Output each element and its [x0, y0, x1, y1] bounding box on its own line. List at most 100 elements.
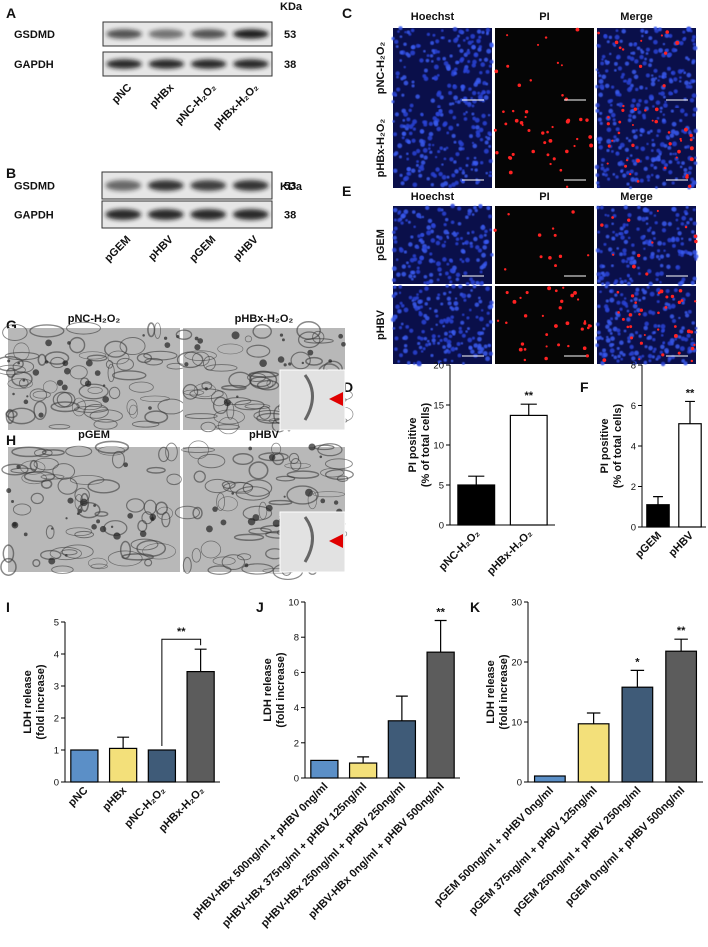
lane-label: pNC-H₂O₂: [173, 82, 219, 128]
nucleus: [440, 36, 444, 40]
pi-cell: [525, 290, 529, 295]
nucleus: [600, 61, 605, 66]
em-texture: [305, 356, 324, 366]
pi-cell: [678, 288, 683, 293]
nucleus: [650, 251, 655, 256]
nucleus: [485, 286, 490, 292]
nucleus: [689, 349, 693, 353]
y-tick-label: 0: [517, 778, 522, 789]
em-texture: [130, 538, 159, 551]
nucleus: [685, 84, 690, 89]
nucleus: [489, 170, 492, 174]
em-texture: [7, 378, 34, 390]
em-granule: [164, 342, 171, 348]
pi-cell: [617, 131, 621, 135]
nucleus: [445, 348, 449, 352]
nucleus: [634, 59, 639, 64]
nucleus: [417, 234, 421, 238]
nucleus: [403, 80, 409, 86]
micrograph-bg: [393, 286, 492, 364]
nucleus: [452, 27, 458, 32]
error-bar: [468, 475, 485, 485]
nucleus: [477, 94, 483, 100]
nucleus: [453, 301, 459, 306]
nucleus: [662, 113, 666, 116]
nucleus: [400, 221, 404, 225]
nucleus: [423, 155, 428, 160]
nucleus: [462, 39, 466, 42]
nucleus: [643, 256, 647, 261]
micrograph-bg: [495, 28, 594, 108]
pi-cell: [687, 184, 692, 189]
nucleus: [418, 173, 423, 178]
nucleus: [623, 279, 628, 283]
nucleus: [465, 36, 469, 40]
nucleus: [409, 103, 414, 108]
bar: [577, 723, 610, 783]
nucleus: [391, 100, 395, 104]
nucleus: [613, 135, 617, 139]
nucleus: [611, 208, 615, 212]
nucleus: [694, 257, 698, 261]
nucleus: [427, 147, 431, 151]
em-granule: [50, 527, 54, 530]
pi-cell: [689, 157, 694, 162]
pi-cell: [565, 149, 569, 154]
nucleus: [393, 240, 398, 244]
nucleus: [403, 250, 408, 254]
nucleus: [656, 128, 661, 133]
blot-band: [148, 29, 185, 39]
nucleus: [598, 92, 603, 98]
nucleus: [415, 43, 420, 48]
nucleus: [465, 330, 468, 333]
nucleus: [679, 165, 683, 169]
nucleus: [632, 114, 637, 119]
pi-cell: [670, 294, 675, 299]
nucleus: [595, 181, 600, 185]
nucleus: [626, 264, 630, 268]
nucleus: [444, 217, 449, 222]
nucleus: [422, 347, 426, 351]
nucleus: [599, 121, 603, 125]
nucleus: [674, 130, 680, 136]
em-texture: [166, 473, 182, 486]
em-texture: [33, 400, 47, 421]
nucleus: [465, 28, 469, 32]
arrowhead: [329, 392, 343, 406]
nucleus: [472, 126, 476, 130]
unit-label: KDa: [280, 1, 303, 13]
nucleus: [443, 147, 447, 151]
em-granule: [283, 363, 287, 367]
nucleus: [485, 32, 489, 36]
nucleus: [451, 102, 455, 106]
nucleus: [453, 95, 459, 101]
significance: *: [635, 656, 640, 668]
nucleus: [393, 132, 398, 137]
nucleus: [448, 90, 453, 95]
em-granule: [184, 362, 189, 367]
nucleus: [694, 330, 697, 334]
pi-cell: [551, 125, 554, 129]
pi-cell: [557, 343, 561, 347]
em-texture: [29, 388, 48, 402]
nucleus: [412, 254, 417, 258]
nucleus: [612, 118, 616, 122]
em-texture: [233, 533, 265, 542]
nucleus: [635, 87, 639, 92]
nucleus: [643, 325, 648, 331]
nucleus: [447, 83, 452, 88]
nucleus: [598, 74, 602, 78]
nucleus: [659, 271, 664, 276]
nucleus: [410, 168, 416, 173]
nucleus: [392, 266, 397, 271]
pi-cell: [545, 333, 549, 336]
nucleus: [653, 49, 659, 54]
nucleus: [655, 278, 659, 282]
nucleus: [435, 167, 440, 172]
em-texture: [290, 458, 302, 471]
pi-cell: [503, 268, 507, 271]
em-granule: [282, 338, 285, 342]
nucleus: [654, 221, 658, 225]
nucleus: [451, 232, 455, 236]
nucleus: [466, 327, 470, 331]
